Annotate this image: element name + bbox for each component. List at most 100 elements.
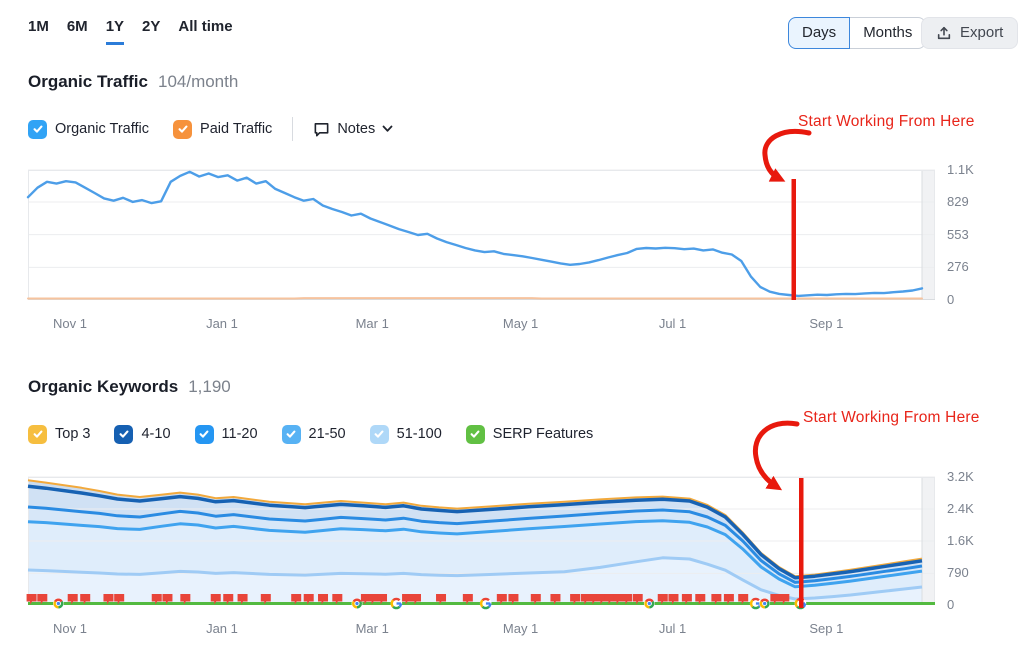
note-flag-icon[interactable]: [162, 594, 173, 605]
note-flag-icon[interactable]: [632, 594, 643, 605]
note-flag-icon[interactable]: [377, 594, 388, 605]
tab-6m[interactable]: 6M: [66, 18, 88, 35]
note-flag-icon[interactable]: [613, 594, 624, 605]
note-flag-icon[interactable]: [723, 594, 734, 605]
note-flag-icon[interactable]: [80, 594, 91, 605]
legend-label: Paid Traffic: [200, 121, 273, 137]
note-flag-icon[interactable]: [26, 594, 37, 605]
legend-item-11-20[interactable]: 11-20: [194, 424, 258, 444]
note-flag-icon[interactable]: [368, 594, 379, 605]
google-icon[interactable]: [390, 597, 403, 610]
note-flag-icon[interactable]: [496, 594, 507, 605]
y-tick-label: 790: [947, 565, 969, 581]
y-tick-label: 2.4K: [947, 501, 974, 516]
note-flag-icon[interactable]: [223, 594, 234, 605]
note-flag-icon[interactable]: [180, 594, 191, 605]
x-tick-label: May 1: [502, 316, 539, 331]
note-flag-icon[interactable]: [410, 594, 421, 605]
tab-1m[interactable]: 1M: [28, 18, 49, 35]
legend-item-4-10[interactable]: 4-10: [114, 424, 171, 444]
checkbox-top-3[interactable]: [28, 424, 47, 444]
traffic-title: Organic Traffic: [28, 72, 148, 91]
y-tick-label: 553: [947, 226, 969, 242]
legend-item-organic-traffic[interactable]: Organic Traffic: [28, 119, 150, 139]
chrome-icon[interactable]: [52, 598, 64, 609]
note-flag-icon[interactable]: [303, 594, 314, 605]
legend-label: 21-50: [308, 426, 346, 442]
note-flag-icon[interactable]: [738, 594, 749, 605]
google-icon[interactable]: [794, 597, 807, 610]
checkbox-organic-traffic[interactable]: [28, 119, 47, 139]
note-flag-icon[interactable]: [291, 594, 302, 605]
note-flag-icon[interactable]: [779, 594, 790, 605]
legend-item-top-3[interactable]: Top 3: [28, 424, 90, 444]
legend-divider: [292, 117, 294, 141]
note-flag-icon[interactable]: [681, 594, 692, 605]
legend-item-paid-traffic[interactable]: Paid Traffic: [173, 119, 273, 139]
checkbox-paid-traffic[interactable]: [173, 119, 193, 139]
checkbox-serp-features[interactable]: [465, 424, 485, 444]
legend-label: 4-10: [141, 426, 171, 442]
x-tick-label: Nov 1: [53, 316, 87, 331]
note-flag-icon[interactable]: [151, 594, 162, 605]
notes-icon: [314, 122, 329, 136]
tab-2y[interactable]: 2Y: [142, 18, 161, 35]
export-label: Export: [960, 24, 1004, 41]
chrome-icon[interactable]: [643, 598, 655, 609]
granularity-toggle: Days Months: [788, 17, 927, 49]
notes-button[interactable]: Notes: [313, 121, 393, 138]
legend-label: Organic Traffic: [55, 121, 150, 137]
note-flag-icon[interactable]: [67, 594, 78, 605]
note-flag-icon[interactable]: [318, 594, 329, 605]
note-flag-icon[interactable]: [596, 594, 607, 605]
note-flag-icon[interactable]: [530, 594, 541, 605]
y-tick-label: 1.1K: [947, 162, 974, 177]
x-tick-label: Nov 1: [53, 621, 87, 636]
chrome-icon[interactable]: [351, 598, 363, 609]
checkbox-21-50[interactable]: [281, 424, 301, 444]
legend-item-21-50[interactable]: 21-50: [281, 424, 346, 444]
button-days[interactable]: Days: [788, 17, 851, 49]
checkbox-4-10[interactable]: [114, 424, 134, 444]
keywords-header: Organic Keywords 1,190: [28, 377, 231, 397]
note-flag-icon[interactable]: [621, 594, 632, 605]
range-tabs: 1M 6M 1Y 2Y All time: [28, 18, 233, 45]
note-flag-icon[interactable]: [657, 594, 668, 605]
note-flag-icon[interactable]: [114, 594, 125, 605]
tab-all-time[interactable]: All time: [178, 18, 233, 35]
legend-checkboxes: Top 3 4-10 11-20 21-50 51-100 SERP Features: [28, 424, 593, 444]
legend-item-51-100[interactable]: 51-100: [369, 424, 442, 444]
button-months[interactable]: Months: [849, 17, 927, 49]
note-flag-icon[interactable]: [237, 594, 248, 605]
tab-1y[interactable]: 1Y: [105, 18, 125, 45]
note-flag-icon[interactable]: [695, 594, 706, 605]
note-flag-icon[interactable]: [260, 594, 271, 605]
note-flag-icon[interactable]: [37, 594, 48, 605]
y-tick-label: 1.6K: [947, 533, 974, 548]
note-flag-icon[interactable]: [570, 594, 581, 605]
note-flag-icon[interactable]: [436, 594, 447, 605]
note-flag-icon[interactable]: [462, 594, 473, 605]
note-flag-icon[interactable]: [588, 594, 599, 605]
note-flag-icon[interactable]: [550, 594, 561, 605]
checkbox-51-100[interactable]: [369, 424, 389, 444]
x-tick-label: Mar 1: [355, 621, 389, 636]
note-flag-icon[interactable]: [103, 594, 114, 605]
note-flag-icon[interactable]: [210, 594, 221, 605]
checkbox-11-20[interactable]: [194, 424, 214, 444]
note-flag-icon[interactable]: [508, 594, 519, 605]
keywords-chart: [26, 476, 935, 610]
note-flag-icon[interactable]: [668, 594, 679, 605]
note-flag-icon[interactable]: [604, 594, 615, 605]
note-flag-icon[interactable]: [711, 594, 722, 605]
note-flag-icon[interactable]: [402, 594, 413, 605]
note-flag-icon[interactable]: [770, 594, 781, 605]
export-button[interactable]: Export: [921, 17, 1019, 49]
note-flag-icon[interactable]: [332, 594, 343, 605]
legend-item-serp-features[interactable]: SERP Features: [465, 424, 593, 444]
note-flag-icon[interactable]: [580, 594, 591, 605]
google-icon[interactable]: [479, 597, 492, 610]
chrome-icon[interactable]: [759, 598, 771, 609]
chevron-down-icon: [382, 125, 393, 132]
